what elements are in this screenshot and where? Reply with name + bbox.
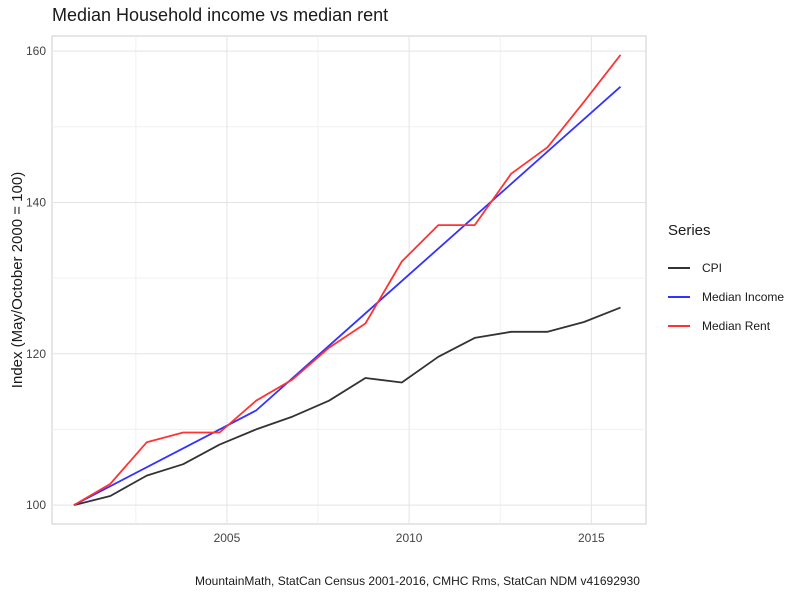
legend-item-cpi: CPI [668,253,784,282]
series-line-median-income [73,86,622,506]
legend: Series CPI Median Income Median Rent [668,222,784,340]
series-line-cpi [73,306,621,506]
y-tick-label: 100 [26,498,46,512]
y-axis-ticks: 100 120 140 160 [26,44,46,512]
x-tick-label: 2010 [396,531,423,545]
legend-label-cpi: CPI [702,260,723,275]
legend-item-median-rent: Median Rent [668,311,784,340]
chart-title: Median Household income vs median rent [52,5,389,25]
y-tick-label: 140 [26,195,46,209]
series-lines [73,54,622,506]
x-axis-ticks: 2005 2010 2015 [214,531,605,545]
y-tick-label: 120 [26,347,46,361]
y-tick-label: 160 [26,44,46,58]
legend-key-median-rent [668,324,690,327]
grid-lines [52,36,646,524]
legend-item-median-income: Median Income [668,282,784,311]
source-caption: MountainMath, StatCan Census 2001-2016, … [195,574,640,588]
x-tick-label: 2015 [578,531,605,545]
legend-label-median-rent: Median Rent [702,318,771,333]
plot-panel [51,35,647,525]
legend-title: Series [668,222,711,239]
series-line-median-rent [73,54,622,506]
x-tick-label: 2005 [214,531,241,545]
legend-key-median-income [668,295,690,298]
legend-key-cpi [668,266,690,269]
y-axis-title: Index (May/October 2000 = 100) [9,172,26,388]
legend-label-median-income: Median Income [702,289,785,304]
